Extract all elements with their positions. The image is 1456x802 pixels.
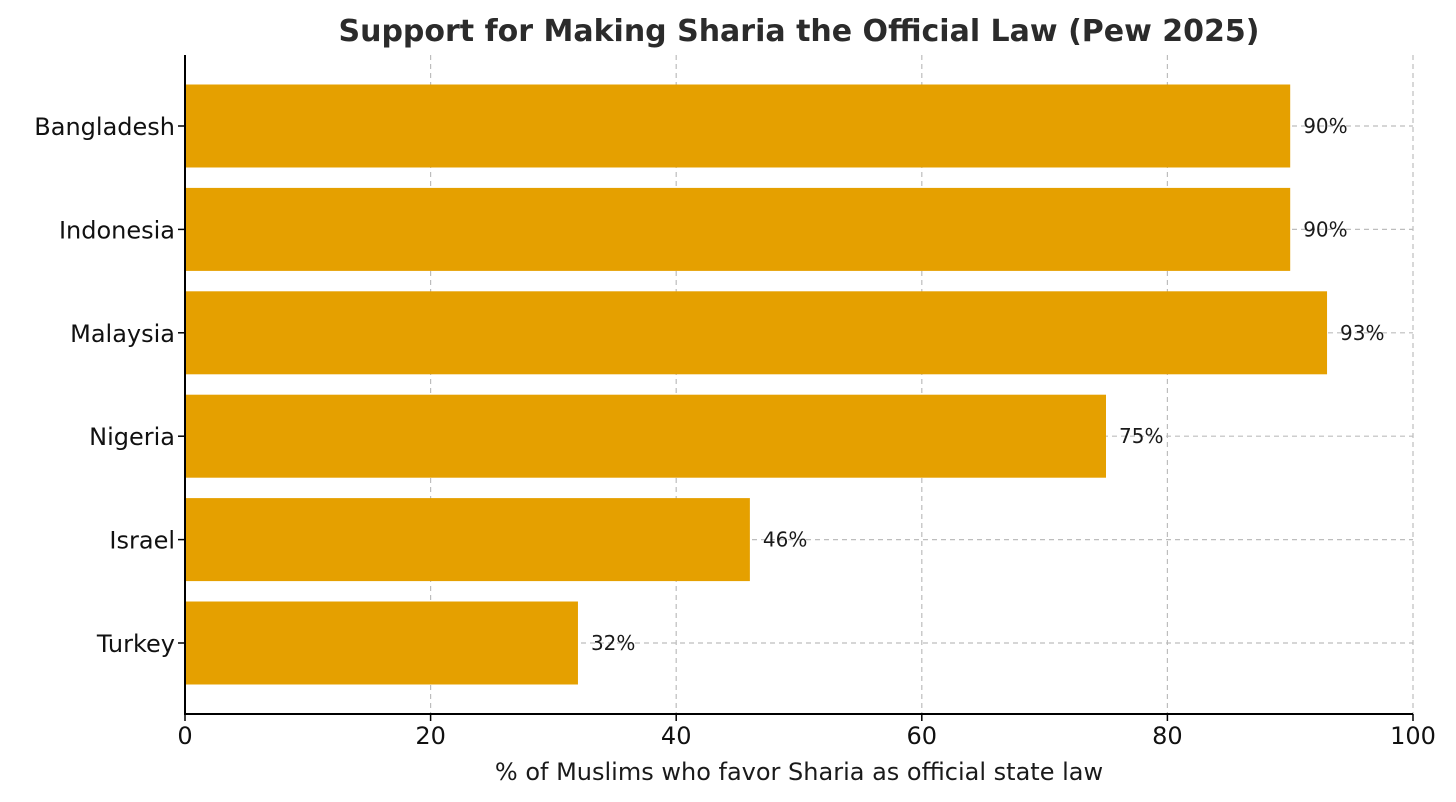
x-tick-label: 40 — [661, 722, 692, 750]
bar-malaysia — [185, 291, 1328, 375]
bar-turkey — [185, 601, 578, 685]
x-tick-label: 60 — [907, 722, 938, 750]
bar-israel — [185, 498, 750, 582]
y-tick-label: Nigeria — [89, 423, 175, 451]
chart-title: Support for Making Sharia the Official L… — [338, 14, 1259, 49]
x-tick-label: 100 — [1390, 722, 1436, 750]
ticks-layer: 0 20 40 60 80 100 Bangladesh Indonesia Malaysia N… — [34, 113, 1436, 750]
x-tick-label: 20 — [415, 722, 446, 750]
bar-indonesia — [185, 187, 1291, 271]
y-tick-label: Indonesia — [59, 216, 175, 244]
data-label: 46% — [763, 528, 807, 552]
data-labels-layer: 90% 90% 93% 75% 46% 32% — [591, 114, 1385, 655]
y-tick-label: Malaysia — [70, 320, 175, 348]
y-tick-label: Bangladesh — [34, 113, 175, 141]
data-label: 90% — [1303, 114, 1347, 138]
data-label: 75% — [1119, 424, 1163, 448]
bar-bangladesh — [185, 84, 1291, 168]
data-label: 90% — [1303, 217, 1347, 241]
bars-layer — [185, 84, 1328, 685]
data-label: 32% — [591, 631, 635, 655]
y-tick-label: Turkey — [96, 630, 175, 658]
y-tick-label: Israel — [109, 527, 175, 555]
x-axis-label: % of Muslims who favor Sharia as officia… — [495, 758, 1103, 786]
data-label: 93% — [1340, 321, 1384, 345]
axes-layer — [184, 55, 1413, 715]
x-tick-label: 0 — [177, 722, 192, 750]
x-tick-label: 80 — [1152, 722, 1183, 750]
bar-nigeria — [185, 394, 1106, 478]
